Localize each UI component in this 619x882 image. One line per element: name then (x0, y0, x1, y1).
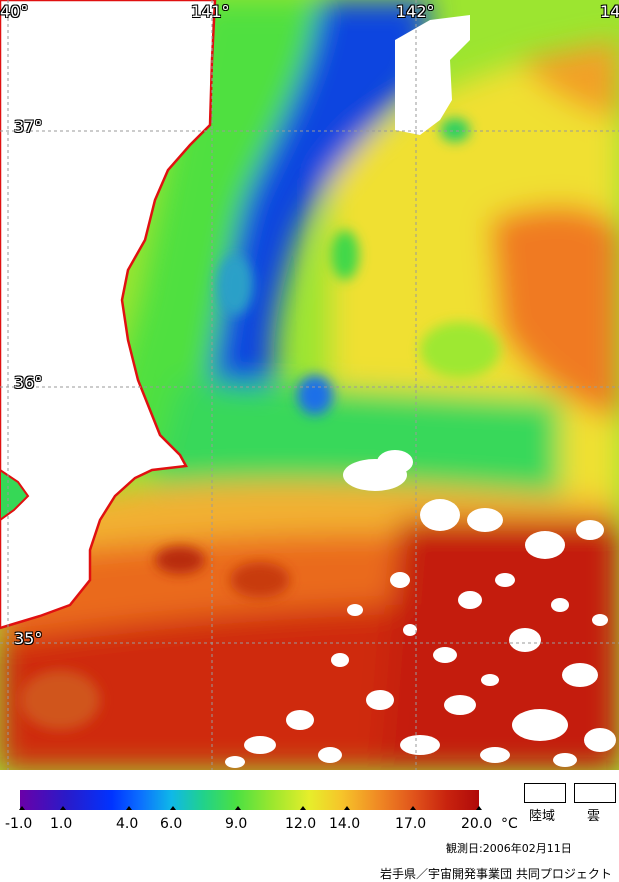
credit-line: 岩手県／宇宙開発事業団 共同プロジェクト (380, 867, 612, 881)
latitude-label-37: 37° (14, 117, 43, 136)
temperature-field (0, 0, 619, 770)
temperature-details (20, 118, 500, 730)
tick-label: 17.0 (395, 816, 427, 832)
tick-mark (410, 806, 416, 810)
temperature-legend: -1.0 1.0 4.0 6.0 9.0 12.0 14.0 17.0 20.0… (0, 770, 619, 881)
tick-mark (235, 806, 241, 810)
tick-mark (19, 806, 25, 810)
temperature-map-graphic (0, 0, 619, 770)
cloud-masks (225, 15, 616, 768)
tick-label: 9.0 (225, 816, 248, 832)
cloud-key-label: 雲 (587, 809, 601, 824)
tick-mark (300, 806, 306, 810)
tick-label: 20.0 (461, 816, 493, 832)
tick-label: -1.0 (5, 816, 33, 832)
coastal-inlet (0, 468, 30, 522)
longitude-label-141: 141° (191, 2, 230, 21)
lat-lon-grid (0, 0, 619, 770)
temperature-colorbar (20, 790, 479, 810)
tick-label: 14.0 (329, 816, 361, 832)
tick-label: 12.0 (285, 816, 317, 832)
latitude-label-36: 36° (14, 373, 43, 392)
tick-label: 4.0 (116, 816, 139, 832)
longitude-label-140: 40° (0, 2, 29, 21)
latitude-label-35: 35° (14, 629, 43, 648)
sea-surface-temperature-map: 40° 141° 142° 14 37° 36° 35° (0, 0, 619, 770)
tick-label: 6.0 (160, 816, 183, 832)
longitude-label-142: 142° (396, 2, 435, 21)
tick-mark (170, 806, 176, 810)
longitude-label-143: 14 (600, 2, 619, 21)
tick-mark (344, 806, 350, 810)
land-key-swatch (524, 783, 566, 803)
temperature-unit: °C (501, 816, 518, 832)
observation-date: 観測日:2006年02月11日 (446, 842, 572, 855)
land-honshu (0, 0, 217, 630)
tick-mark (60, 806, 66, 810)
cloud-key-swatch (574, 783, 616, 803)
tick-mark (126, 806, 132, 810)
land-key-label: 陸域 (529, 809, 556, 824)
tick-label: 1.0 (50, 816, 73, 832)
tick-mark (476, 806, 482, 810)
